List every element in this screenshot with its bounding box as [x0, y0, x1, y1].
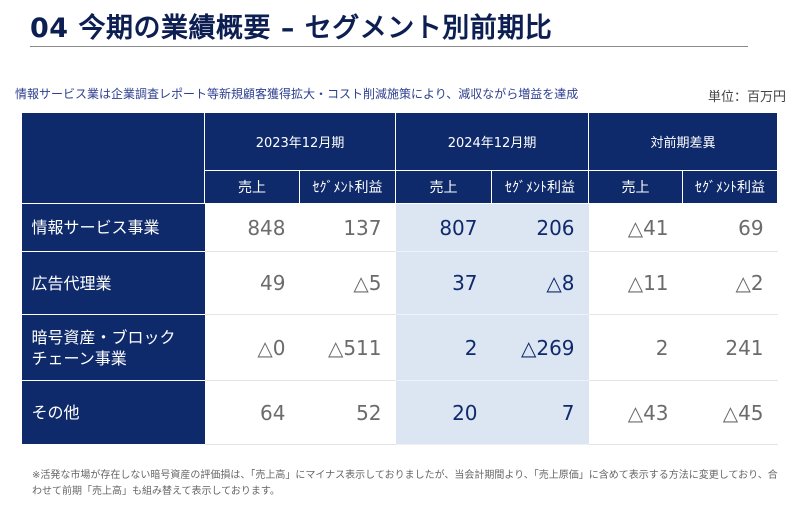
value-cell: △41	[588, 203, 683, 252]
value-cell: 807	[395, 203, 492, 252]
value-cell: 206	[491, 203, 589, 252]
period-header-2023: 2023年12月期	[203, 112, 397, 171]
value-cell: 20	[395, 380, 492, 445]
table-row: 広告代理業 49 △5 37 △8 △11 △2	[21, 251, 778, 315]
value-cell: 49	[204, 251, 300, 315]
value-cell: △511	[299, 314, 396, 381]
subheader-segment-profit: ｾｸﾞﾒﾝﾄ利益	[682, 170, 779, 204]
page-title: 04 今期の業績概要 – セグメント別前期比	[30, 13, 553, 44]
value-cell: 64	[204, 380, 300, 445]
period-header-diff: 対前期差異	[588, 112, 779, 171]
table-row: その他 64 52 20 7 △43 △45	[21, 380, 778, 445]
value-cell: △5	[299, 251, 396, 315]
value-cell: 848	[204, 203, 300, 252]
value-cell: △8	[491, 251, 589, 315]
footnote: ※活発な市場が存在しない暗号資産の評価損は、「売上高」にマイナス表示しておりまし…	[32, 470, 778, 497]
subheader-segment-profit: ｾｸﾞﾒﾝﾄ利益	[491, 170, 590, 204]
row-label: 広告代理業	[21, 251, 205, 315]
value-cell: 137	[299, 203, 396, 252]
subheader-segment-profit: ｾｸﾞﾒﾝﾄ利益	[298, 170, 397, 204]
subheader-sales: 売上	[204, 170, 300, 204]
value-cell: △45	[682, 380, 778, 445]
table-corner	[21, 112, 205, 204]
value-cell: △269	[491, 314, 589, 381]
value-cell: 37	[395, 251, 492, 315]
value-cell: 2	[588, 314, 683, 381]
row-label-line: チェーン事業	[31, 348, 127, 368]
table-row: 情報サービス事業 848 137 807 206 △41 69	[21, 203, 778, 252]
row-label-line: 暗号資産・ブロック	[31, 327, 176, 347]
value-cell: 69	[682, 203, 778, 252]
value-cell: 241	[682, 314, 778, 381]
table-row: 暗号資産・ブロック チェーン事業 △0 △511 2 △269 2 241	[21, 314, 778, 381]
subheader-sales: 売上	[395, 170, 493, 204]
value-cell: 2	[395, 314, 492, 381]
row-label: 情報サービス事業	[21, 203, 205, 252]
subheader-sales: 売上	[588, 170, 684, 204]
value-cell: 52	[299, 380, 396, 445]
value-cell: △11	[588, 251, 683, 315]
value-cell: △2	[682, 251, 778, 315]
value-cell: △43	[588, 380, 683, 445]
row-label: 暗号資産・ブロック チェーン事業	[21, 314, 205, 381]
value-cell: 7	[491, 380, 589, 445]
value-cell: △0	[204, 314, 300, 381]
segment-comparison-table: 2023年12月期 2024年12月期 対前期差異 売上 ｾｸﾞﾒﾝﾄ利益 売上…	[21, 112, 779, 445]
summary-text: 情報サービス業は企業調査レポート等新規顧客獲得拡大・コスト削減施策により、減収な…	[15, 87, 579, 101]
unit-label: 単位：百万円	[707, 90, 786, 105]
period-header-2024: 2024年12月期	[395, 112, 590, 171]
row-label: その他	[21, 380, 205, 445]
title-divider	[30, 46, 748, 47]
